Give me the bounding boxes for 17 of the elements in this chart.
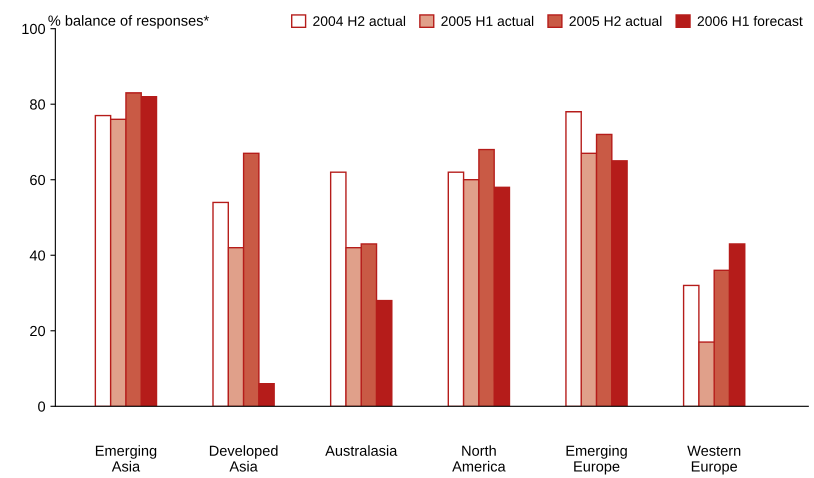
x-tick-label: Emerging Asia — [96, 445, 156, 472]
legend-label: 2005 H1 actual — [441, 16, 534, 26]
y-tick-label: 40 — [30, 250, 46, 261]
y-tick-label: 0 — [38, 401, 46, 412]
legend-label: 2005 H2 actual — [570, 16, 662, 26]
y-axis-title: % balance of responses* — [48, 15, 209, 29]
legend-label: 2004 H2 actual — [313, 16, 406, 26]
y-tick-label: 80 — [30, 99, 46, 110]
legend-label: 2006 H1 forecast — [698, 16, 803, 26]
x-tick-label: Western Europe — [687, 446, 740, 474]
x-tick-label: Australasia — [325, 445, 398, 456]
y-tick-label: 60 — [30, 174, 46, 186]
y-tick-label: 100 — [22, 24, 46, 34]
x-tick-label: Emerging Europe — [566, 445, 627, 474]
x-tick-label: North America — [452, 445, 506, 472]
y-tick-label: 20 — [30, 326, 46, 336]
x-tick-label: Developed Asia — [210, 445, 278, 472]
